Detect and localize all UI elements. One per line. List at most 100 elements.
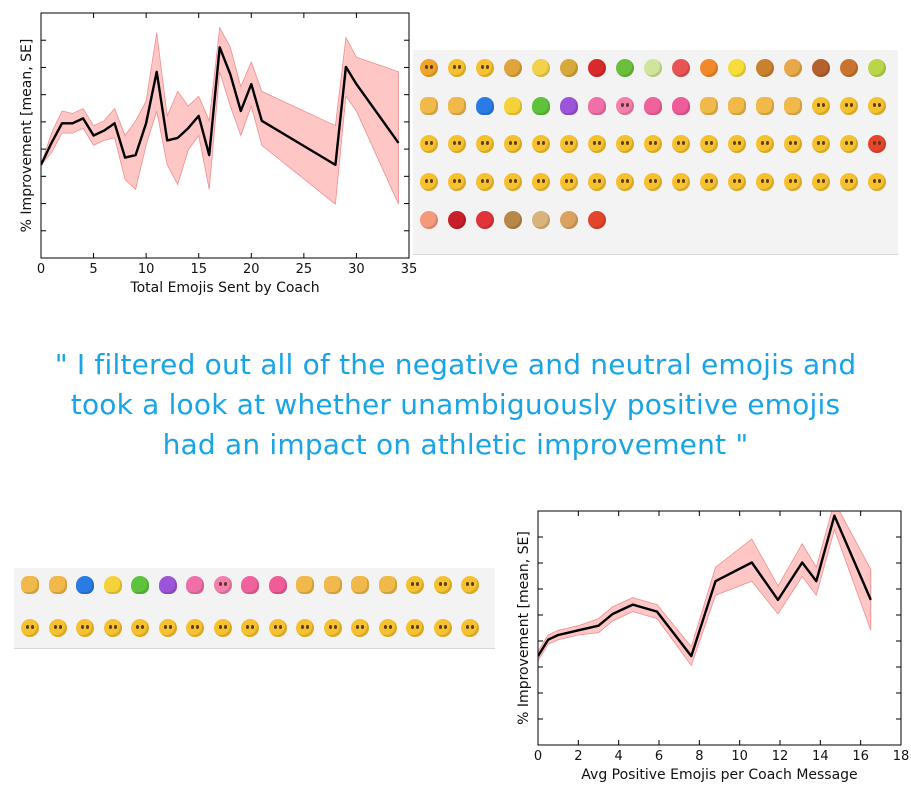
growing-heart-icon — [672, 97, 690, 115]
sweat-smile-face-icon — [433, 619, 452, 637]
y-axis-label: % Improvement [mean, SE] — [516, 531, 532, 725]
pineapple-icon — [560, 59, 578, 77]
hamburger-icon — [756, 59, 774, 77]
cherries-icon — [448, 211, 466, 229]
chart-svg: 0 2 4 6 8 10 12 14 16 18 Avg Positive Emojis per C… — [516, 510, 910, 783]
raised-hands-icon — [420, 97, 438, 115]
winking-face-icon — [131, 619, 149, 637]
y-axis-label: % Improvement [mean, SE] — [19, 39, 35, 233]
purple-heart-icon — [560, 97, 578, 115]
x-tick-label: 20 — [243, 262, 260, 277]
weary-face-icon — [616, 135, 634, 153]
x-tick-label: 30 — [348, 262, 365, 277]
plot-frame — [40, 12, 410, 259]
pizza-icon — [784, 59, 802, 77]
halo-face-icon — [378, 619, 397, 637]
sunglasses-face-icon — [186, 619, 204, 637]
green-apple-icon — [616, 59, 634, 77]
two-hearts-icon — [186, 576, 204, 594]
grinning-face-icon — [461, 619, 479, 637]
heart-with-arrow-icon — [213, 576, 232, 594]
x-tick-label: 35 — [401, 262, 418, 277]
quote-text: " I filtered out all of the negative and… — [0, 345, 911, 465]
x-tick-label: 25 — [296, 262, 313, 277]
laughing-face-icon — [812, 173, 830, 191]
bread-icon — [560, 211, 578, 229]
x-tick-label: 12 — [772, 749, 789, 764]
angry-face-icon — [420, 59, 438, 77]
flexed-biceps-icon — [448, 97, 466, 115]
red-apple-icon — [588, 59, 606, 77]
x-tick-label: 5 — [89, 262, 97, 277]
relieved-face-icon — [644, 173, 662, 191]
big-smile-face-icon — [268, 619, 287, 637]
smiling-face-icon — [504, 173, 522, 191]
revolving-hearts-icon — [644, 97, 662, 115]
smirking-face-icon — [560, 173, 578, 191]
grinning-face-icon — [406, 576, 424, 594]
revolving-hearts-icon — [241, 576, 259, 594]
tears-of-joy-face-icon — [296, 619, 314, 637]
winking-face-icon — [532, 173, 550, 191]
ramen-icon — [532, 211, 550, 229]
yellow-heart-icon — [504, 97, 522, 115]
avg-positive-emojis-chart: 0 2 4 6 8 10 12 14 16 18 Avg Positive Emojis per C… — [500, 495, 911, 789]
x-tick-label: 2 — [574, 749, 582, 764]
x-tick-label: 8 — [695, 749, 703, 764]
mask-face-icon — [532, 135, 550, 153]
x-tick-label: 14 — [812, 749, 829, 764]
x-tick-label: 4 — [615, 749, 623, 764]
pear-icon — [868, 59, 886, 77]
sad-face-icon — [840, 135, 858, 153]
blue-heart-icon — [476, 97, 494, 115]
laughing-face-icon — [406, 619, 424, 637]
quote-line-3: had an impact on athletic improvement " — [162, 428, 749, 461]
halo-face-icon — [784, 173, 802, 191]
grin-face-icon — [351, 619, 369, 637]
winking-tongue-face-icon — [48, 619, 67, 637]
pouting-face-icon — [868, 135, 886, 153]
blue-heart-icon — [76, 576, 94, 594]
clapping-hands-icon — [784, 97, 802, 115]
flexed-biceps-icon — [48, 576, 67, 594]
all-emojis-panel — [413, 50, 898, 255]
se-band — [41, 26, 399, 205]
ok-hand-icon — [323, 576, 342, 594]
x-tick-label: 16 — [852, 749, 869, 764]
grimacing-face-icon — [784, 135, 802, 153]
relieved-face-icon — [241, 619, 259, 637]
flushed-face-icon — [420, 135, 438, 153]
x-tick-label: 10 — [138, 262, 155, 277]
melon-icon — [644, 59, 662, 77]
x-axis-label: Total Emojis Sent by Coach — [129, 280, 319, 296]
squinting-tongue-face-icon — [21, 619, 39, 637]
heart-with-arrow-icon — [616, 97, 634, 115]
disappointed-face-icon — [644, 135, 662, 153]
quote-line-1: " I filtered out all of the negative and… — [54, 348, 857, 381]
grinning-face-icon — [868, 173, 886, 191]
grin-face-icon — [756, 173, 774, 191]
beer-mugs-icon — [504, 59, 522, 77]
grinning-face-icon — [812, 97, 830, 115]
emojis-total-chart: 0 5 10 15 20 25 30 35 Total Emojis Sent by Coach… — [0, 0, 420, 310]
winking-tongue-face-icon — [448, 173, 466, 191]
quote-line-2: took a look at whether unambiguously pos… — [70, 388, 841, 421]
green-heart-icon — [131, 576, 149, 594]
banana-icon — [532, 59, 550, 77]
yellow-heart-icon — [103, 576, 122, 594]
two-hearts-icon — [588, 97, 606, 115]
plot-frame — [537, 510, 902, 746]
x-tick-label: 6 — [655, 749, 663, 764]
purple-heart-icon — [158, 576, 177, 594]
kissing-face-icon — [840, 97, 858, 115]
green-heart-icon — [532, 97, 550, 115]
heart-eyes-face-icon — [213, 619, 232, 637]
beaming-face-icon — [323, 619, 342, 637]
squinting-tongue-face-icon — [420, 173, 438, 191]
x-axis-label: Avg Positive Emojis per Coach Message — [581, 767, 857, 783]
x-tick-label: 18 — [893, 749, 910, 764]
sleeping-face-icon — [588, 135, 606, 153]
big-smile-face-icon — [672, 173, 690, 191]
fist-icon — [700, 97, 718, 115]
strawberry-icon — [476, 211, 494, 229]
